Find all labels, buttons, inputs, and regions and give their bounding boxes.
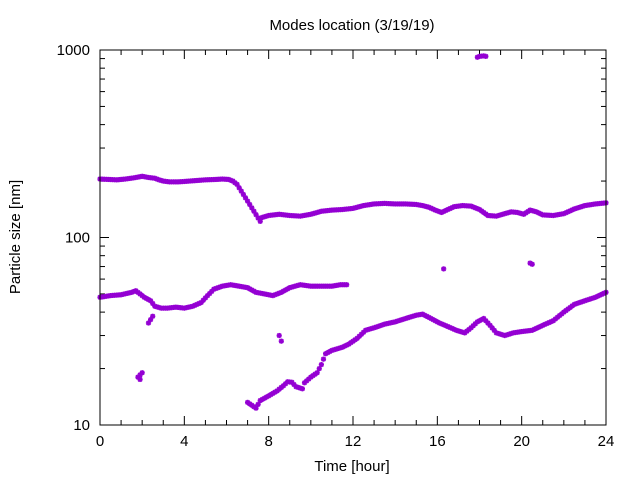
data-point: [529, 261, 535, 267]
data-point: [255, 401, 261, 407]
x-tick-label: 16: [429, 433, 446, 450]
data-point: [441, 266, 447, 272]
data-point: [150, 313, 156, 319]
x-tick-label: 24: [598, 433, 615, 450]
axis-tick-labels: 0 4 8 12 16 20 24 10 100 1000: [57, 42, 615, 450]
plot-frame: [99, 49, 607, 426]
y-tick-label: 10: [73, 417, 90, 434]
x-tick-label: 12: [345, 433, 362, 450]
data-point: [344, 282, 350, 288]
data-point: [242, 195, 249, 201]
data-point: [299, 386, 305, 392]
scatter-points: [97, 53, 609, 411]
data-point: [483, 53, 489, 59]
y-tick-label: 1000: [57, 42, 90, 59]
data-point: [139, 370, 145, 376]
data-point: [253, 405, 259, 411]
x-axis-label: Time [hour]: [314, 458, 389, 475]
data-point: [145, 320, 152, 326]
data-point: [257, 218, 263, 224]
x-tick-label: 4: [180, 433, 188, 450]
data-point: [316, 366, 322, 372]
x-tick-label: 8: [264, 433, 272, 450]
data-point: [236, 185, 242, 191]
x-tick-label: 20: [513, 433, 530, 450]
y-axis-label: Particle size [nm]: [7, 180, 24, 294]
data-point: [314, 370, 320, 376]
data-point: [474, 206, 480, 212]
y-tick-label: 100: [65, 230, 90, 247]
data-point: [318, 361, 324, 368]
x-tick-label: 0: [96, 433, 104, 450]
chart-title: Modes location (3/19/19): [269, 17, 434, 34]
data-point: [247, 201, 253, 208]
data-point: [238, 188, 244, 194]
data-point: [278, 338, 284, 344]
data-point: [320, 356, 327, 362]
data-point: [276, 332, 282, 339]
axis-ticks: [99, 49, 607, 426]
data-point: [137, 376, 143, 383]
